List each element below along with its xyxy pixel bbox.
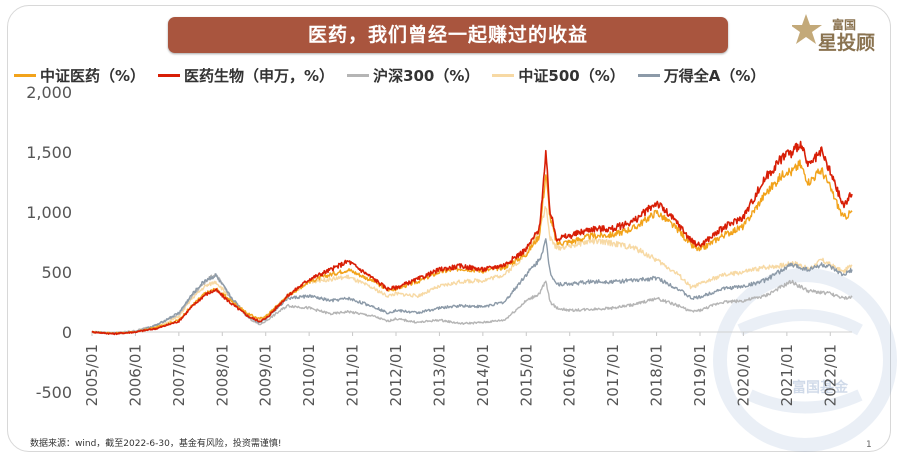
x-tick-label: 2020/01 bbox=[734, 344, 752, 406]
legend-swatch-2 bbox=[347, 73, 370, 77]
legend-item-2: 沪深300（%） bbox=[347, 65, 479, 86]
page-title-banner: 医药，我们曾经一起赚过的收益 bbox=[168, 17, 728, 53]
x-tick-label: 2022/01 bbox=[821, 344, 839, 406]
x-tick-label: 2011/01 bbox=[344, 344, 362, 406]
series-line-3 bbox=[91, 206, 853, 335]
x-tick-label: 2014/01 bbox=[474, 344, 492, 406]
y-tick-label: -500 bbox=[36, 383, 72, 402]
y-tick-label: 0 bbox=[62, 323, 72, 342]
legend-item-4: 万得全A（%） bbox=[637, 65, 766, 86]
legend-label-1: 医药生物（申万，%） bbox=[184, 66, 335, 85]
x-tick-label: 2009/01 bbox=[257, 344, 275, 406]
y-tick-label: 2,000 bbox=[26, 83, 72, 102]
star-icon bbox=[792, 14, 822, 44]
x-tick-label: 2017/01 bbox=[604, 344, 622, 406]
legend-swatch-4 bbox=[637, 73, 660, 77]
series-line-1 bbox=[91, 140, 853, 336]
series-line-4 bbox=[91, 238, 853, 335]
legend-swatch-0 bbox=[14, 73, 36, 77]
fuguo-watermark bbox=[713, 268, 897, 452]
x-tick-label: 2008/01 bbox=[213, 344, 231, 406]
legend-label-4: 万得全A（%） bbox=[663, 66, 766, 85]
legend-swatch-1 bbox=[158, 73, 181, 77]
watermark-text: 富国基金 bbox=[792, 379, 849, 396]
footer-source: 数据来源：wind，截至2022-6-30，基金有风险，投资需谨慎! bbox=[30, 439, 282, 449]
x-tick-label: 2013/01 bbox=[430, 344, 448, 406]
legend-swatch-3 bbox=[492, 73, 515, 77]
x-tick-label: 2012/01 bbox=[387, 344, 405, 406]
legend-label-0: 中证医药（%） bbox=[40, 66, 146, 85]
x-tick-label: 2005/01 bbox=[83, 344, 101, 406]
legend-label-2: 沪深300（%） bbox=[373, 66, 480, 85]
logo-line1: 富国 bbox=[832, 17, 856, 32]
legend-item-1: 医药生物（申万，%） bbox=[158, 65, 334, 86]
y-tick-label: 1,500 bbox=[26, 143, 72, 162]
x-tick-label: 2016/01 bbox=[561, 344, 579, 406]
legend-item-3: 中证500（%） bbox=[492, 65, 625, 86]
x-tick-label: 2007/01 bbox=[170, 344, 188, 406]
x-tick-label: 2021/01 bbox=[778, 344, 796, 406]
legend-label-3: 中证500（%） bbox=[518, 66, 625, 85]
x-tick-label: 2019/01 bbox=[691, 344, 709, 406]
x-tick-label: 2018/01 bbox=[648, 344, 666, 406]
y-tick-label: 1,000 bbox=[26, 203, 72, 222]
x-tick-label: 2010/01 bbox=[300, 344, 318, 406]
chart-legend: 中证医药（%） 医药生物（申万，%） 沪深300（%） 中证500（%） 万得全A（%） bbox=[14, 64, 884, 86]
logo-line2: 星投顾 bbox=[818, 31, 875, 54]
x-tick-label: 2015/01 bbox=[517, 344, 535, 406]
series-line-2 bbox=[91, 273, 853, 335]
page-number: 1 bbox=[866, 440, 872, 450]
legend-item-0: 中证医药（%） bbox=[14, 65, 145, 86]
x-tick-label: 2006/01 bbox=[126, 344, 144, 406]
y-tick-label: 500 bbox=[41, 263, 72, 282]
fuguo-logo: 富国 星投顾 bbox=[792, 14, 875, 54]
